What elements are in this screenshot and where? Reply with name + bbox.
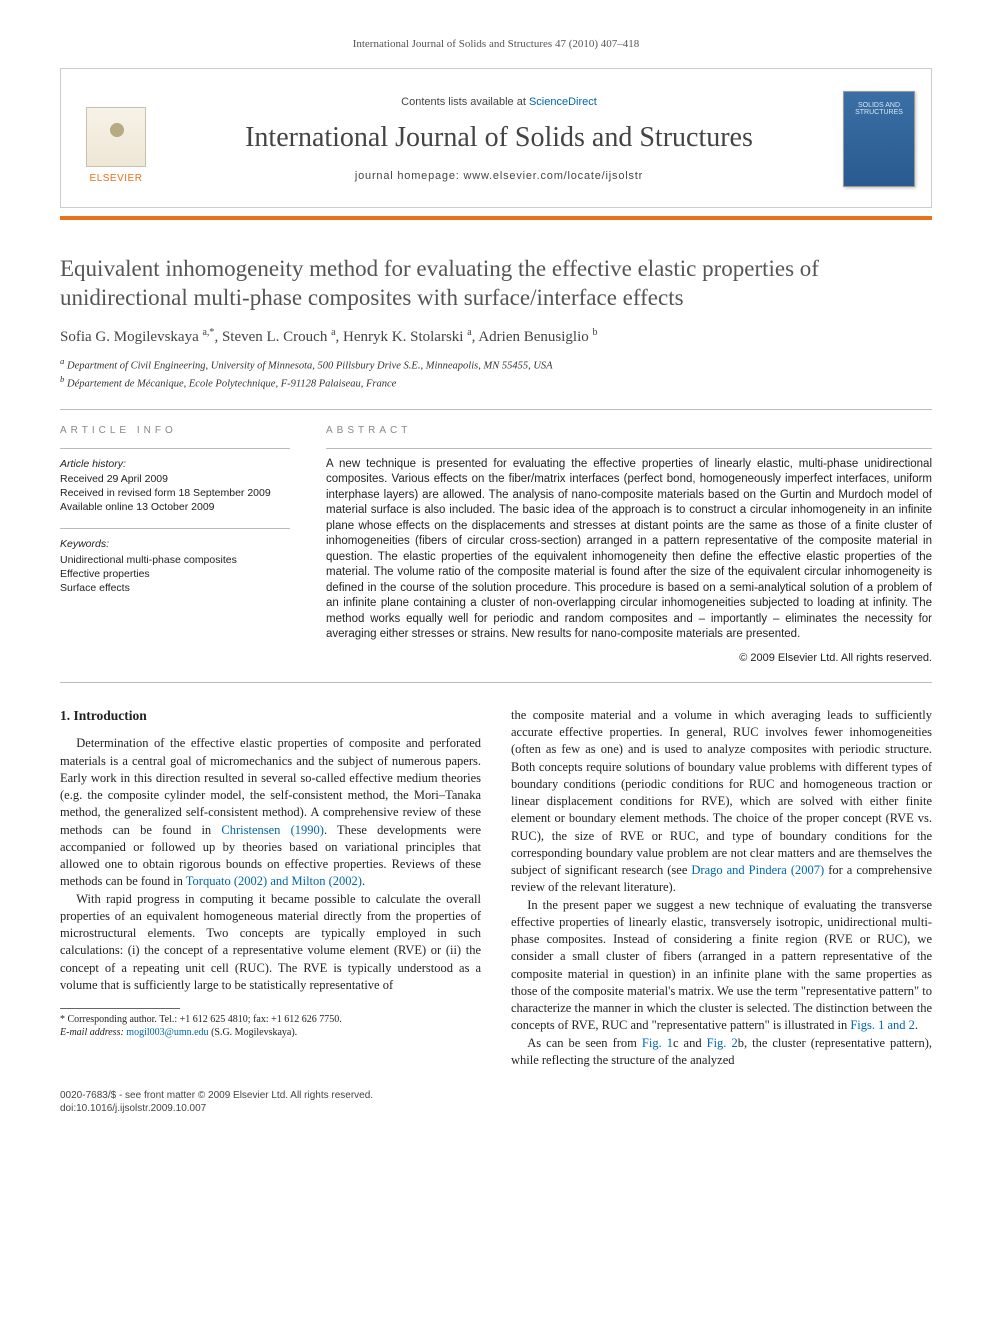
ref-christensen-1990[interactable]: Christensen (1990) (221, 823, 324, 837)
history-label: Article history: (60, 457, 290, 471)
publisher-logo: ELSEVIER (77, 94, 155, 184)
masthead-center: Contents lists available at ScienceDirec… (173, 96, 825, 182)
keyword: Unidirectional multi-phase composites (60, 553, 290, 567)
contents-prefix: Contents lists available at (401, 96, 529, 108)
keyword: Surface effects (60, 581, 290, 595)
body-columns: 1. Introduction Determination of the eff… (60, 707, 932, 1069)
affiliation-a: a Department of Civil Engineering, Unive… (60, 356, 932, 374)
intro-paragraph-5: As can be seen from Fig. 1c and Fig. 2b,… (511, 1035, 932, 1070)
article-history: Article history: Received 29 April 2009 … (60, 457, 290, 515)
corr-email-link[interactable]: mogil003@umn.edu (126, 1027, 208, 1038)
homepage-prefix: journal homepage: (355, 170, 464, 182)
ref-fig-1c[interactable]: Fig. 1 (642, 1036, 673, 1050)
cover-text: SOLIDS AND STRUCTURES (844, 102, 914, 116)
journal-name: International Journal of Solids and Stru… (173, 122, 825, 154)
keywords-divider (60, 528, 290, 529)
intro-paragraph-1: Determination of the effective elastic p… (60, 735, 481, 890)
keyword: Effective properties (60, 567, 290, 581)
homepage-url[interactable]: www.elsevier.com/locate/ijsolstr (463, 170, 643, 182)
info-divider (60, 448, 290, 449)
article-info-column: ARTICLE INFO Article history: Received 2… (60, 424, 290, 666)
affiliations: a Department of Civil Engineering, Unive… (60, 356, 932, 391)
ref-fig-2b[interactable]: Fig. 2 (707, 1036, 738, 1050)
publisher-name: ELSEVIER (90, 173, 143, 184)
author-list: Sofia G. Mogilevskaya a,*, Steven L. Cro… (60, 327, 932, 346)
corr-email-line: E-mail address: mogil003@umn.edu (S.G. M… (60, 1026, 481, 1039)
corresponding-author-footnote: * Corresponding author. Tel.: +1 612 625… (60, 1013, 481, 1039)
abstract-copyright: © 2009 Elsevier Ltd. All rights reserved… (326, 651, 932, 666)
journal-cover-thumbnail: SOLIDS AND STRUCTURES (843, 91, 915, 187)
history-received: Received 29 April 2009 (60, 472, 290, 486)
meta-row: ARTICLE INFO Article history: Received 2… (60, 410, 932, 682)
affiliation-b: b Département de Mécanique, Ecole Polyte… (60, 374, 932, 392)
email-label: E-mail address: (60, 1027, 124, 1038)
corr-email-person: (S.G. Mogilevskaya). (209, 1027, 298, 1038)
sciencedirect-link[interactable]: ScienceDirect (529, 96, 597, 108)
article-info-heading: ARTICLE INFO (60, 424, 290, 438)
page-footer: 0020-7683/$ - see front matter © 2009 El… (60, 1089, 932, 1115)
orange-rule (60, 216, 932, 220)
ref-drago-pindera-2007[interactable]: Drago and Pindera (2007) (691, 863, 824, 877)
contents-available-line: Contents lists available at ScienceDirec… (173, 96, 825, 108)
masthead-box: ELSEVIER Contents lists available at Sci… (60, 68, 932, 208)
footnote-separator (60, 1008, 180, 1009)
ref-torquato-milton-2002[interactable]: Torquato (2002) and Milton (2002) (186, 874, 362, 888)
intro-paragraph-3: the composite material and a volume in w… (511, 707, 932, 897)
journal-homepage-line: journal homepage: www.elsevier.com/locat… (173, 170, 825, 182)
intro-paragraph-4: In the present paper we suggest a new te… (511, 897, 932, 1035)
section-heading: 1. Introduction (60, 707, 481, 726)
keywords-label: Keywords: (60, 537, 290, 551)
history-revised: Received in revised form 18 September 20… (60, 486, 290, 500)
abstract-divider (326, 448, 932, 449)
ref-figs-1-2[interactable]: Figs. 1 and 2 (850, 1018, 915, 1032)
running-head: International Journal of Solids and Stru… (60, 38, 932, 50)
abstract-heading: ABSTRACT (326, 424, 932, 438)
abstract-column: ABSTRACT A new technique is presented fo… (326, 424, 932, 666)
corr-author-line: * Corresponding author. Tel.: +1 612 625… (60, 1013, 481, 1026)
history-online: Available online 13 October 2009 (60, 500, 290, 514)
doi-line: doi:10.1016/j.ijsolstr.2009.10.007 (60, 1102, 932, 1115)
issn-line: 0020-7683/$ - see front matter © 2009 El… (60, 1089, 932, 1102)
article-title: Equivalent inhomogeneity method for eval… (60, 254, 932, 313)
intro-paragraph-2: With rapid progress in computing it beca… (60, 891, 481, 995)
abstract-text: A new technique is presented for evaluat… (326, 457, 932, 643)
divider-bottom (60, 682, 932, 683)
elsevier-tree-icon (86, 107, 146, 167)
